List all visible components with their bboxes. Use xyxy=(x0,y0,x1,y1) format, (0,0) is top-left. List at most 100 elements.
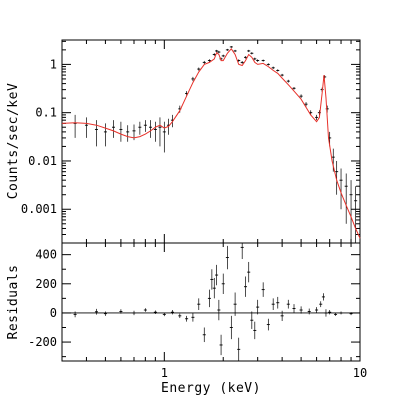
data-point xyxy=(271,66,275,70)
data-point xyxy=(119,121,123,142)
data-point xyxy=(339,168,343,210)
x-tick-label: 10 xyxy=(353,366,367,380)
data-point xyxy=(253,321,257,340)
data-point xyxy=(103,311,107,316)
data-point xyxy=(119,309,123,314)
data-point xyxy=(202,60,206,64)
data-point xyxy=(271,298,275,311)
data-point xyxy=(286,79,290,83)
y-tick-label: 0.001 xyxy=(21,202,57,216)
data-point xyxy=(286,299,290,309)
data-point xyxy=(280,73,284,77)
data-point xyxy=(170,310,174,315)
data-point xyxy=(266,63,270,66)
data-point xyxy=(280,310,284,321)
data-point xyxy=(315,114,319,121)
x-axis-label: Energy (keV) xyxy=(161,381,261,396)
data-point xyxy=(217,50,221,54)
data-point xyxy=(73,311,77,318)
data-point xyxy=(233,49,237,53)
data-point xyxy=(250,52,254,55)
data-point xyxy=(253,57,257,61)
data-point xyxy=(319,301,323,308)
y-tick-label: 0 xyxy=(50,306,57,320)
data-point xyxy=(304,102,308,107)
data-point xyxy=(138,121,142,135)
data-point xyxy=(324,309,328,317)
residuals-marks xyxy=(62,243,360,361)
data-point xyxy=(307,308,311,315)
data-point xyxy=(217,299,221,321)
data-point xyxy=(132,310,136,316)
data-point xyxy=(256,299,260,315)
data-point xyxy=(84,117,88,138)
data-point xyxy=(178,313,182,319)
y-tick-label: -200 xyxy=(28,335,57,349)
data-point xyxy=(299,306,303,314)
data-point xyxy=(349,312,353,316)
data-point xyxy=(221,54,225,58)
spectrum-y-axis-label: Counts/sec/keV xyxy=(6,83,21,200)
data-point xyxy=(244,56,248,59)
spectrum-marks xyxy=(61,46,361,243)
data-point xyxy=(202,327,206,343)
data-point xyxy=(334,312,338,316)
x-tick-label: 1 xyxy=(161,366,168,380)
data-point xyxy=(212,277,216,299)
data-point xyxy=(256,59,260,62)
data-point xyxy=(207,59,211,63)
data-point xyxy=(162,312,166,317)
data-point xyxy=(250,311,254,329)
y-tick-label: 0.01 xyxy=(28,154,57,168)
data-point xyxy=(143,120,147,132)
data-point xyxy=(215,49,219,53)
data-point xyxy=(149,120,153,138)
data-point xyxy=(292,87,296,90)
data-point xyxy=(162,121,166,153)
residuals-frame xyxy=(61,242,361,362)
data-point xyxy=(321,293,325,301)
data-point xyxy=(94,308,98,315)
data-point xyxy=(240,61,244,64)
data-point xyxy=(237,337,241,361)
data-point xyxy=(197,298,201,311)
data-point xyxy=(261,59,265,62)
data-point xyxy=(229,315,233,340)
data-point xyxy=(103,123,107,147)
data-point xyxy=(158,117,162,147)
data-point xyxy=(266,318,270,331)
data-point xyxy=(153,121,157,142)
data-point xyxy=(276,296,280,309)
data-point xyxy=(225,245,229,270)
data-point xyxy=(221,273,225,294)
data-point xyxy=(212,53,216,56)
data-point xyxy=(225,48,229,51)
data-point xyxy=(339,311,343,315)
data-point xyxy=(328,310,332,315)
y-tick-label: 400 xyxy=(35,248,57,262)
data-point xyxy=(240,243,244,260)
data-point xyxy=(126,125,130,142)
data-point xyxy=(153,310,157,314)
data-point xyxy=(299,94,303,99)
data-point xyxy=(197,67,201,71)
data-point xyxy=(292,304,296,313)
data-point xyxy=(215,264,219,286)
data-point xyxy=(207,289,211,308)
data-point xyxy=(143,308,147,312)
data-point xyxy=(315,307,319,313)
spectrum-panel: 0.001 0.01 0.1 1 Counts/sec/keV xyxy=(6,39,361,244)
residuals-panel: 1 10 -200 0 200 400 Residuals Energy (keV) xyxy=(6,242,367,396)
data-point xyxy=(354,186,358,243)
data-point xyxy=(219,334,223,356)
data-point xyxy=(112,120,116,138)
data-point xyxy=(247,49,251,53)
spectrum-axes: 0.001 0.01 0.1 1 xyxy=(21,40,361,243)
data-point xyxy=(210,269,214,290)
data-point xyxy=(335,160,339,195)
data-point xyxy=(349,180,353,243)
data-point xyxy=(276,69,280,72)
residuals-axes: 1 10 -200 0 200 400 xyxy=(28,243,367,380)
data-point xyxy=(344,173,348,224)
